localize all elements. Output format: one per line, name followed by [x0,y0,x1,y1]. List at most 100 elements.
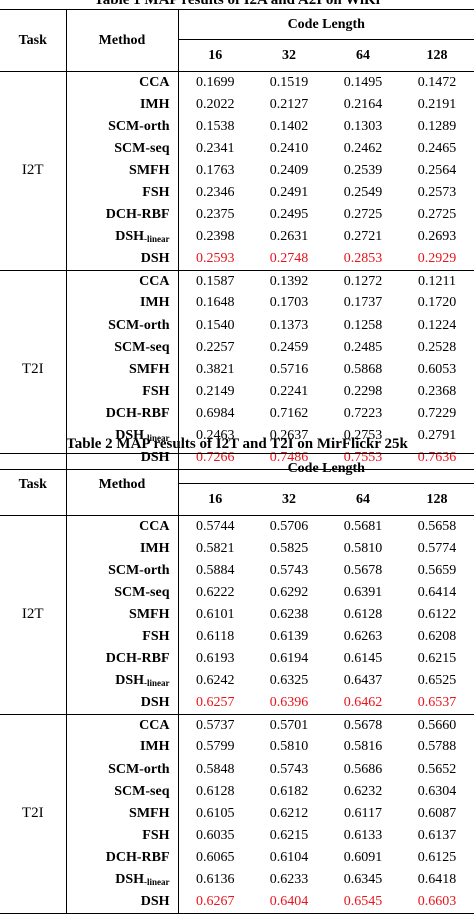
table-row: SMFH 0.1763 0.2409 0.2539 0.2564 [0,159,474,182]
value-cell: 0.6984 [177,402,252,425]
value-cell: 0.6193 [177,648,252,671]
table-row: SMFH 0.6101 0.6238 0.6128 0.6122 [0,603,474,626]
value-cell: 0.2637 [269,428,309,444]
value-cell: 0.1519 [269,74,309,90]
results-table: Task Method Code Length 16 32 64 128 I2T CCA 0.57… [0,453,474,914]
method-name: CCA [139,717,170,733]
value-cell: 0.2368 [417,383,457,399]
value-cell: 0.6035 [177,824,252,847]
value-cell: 0.6145 [343,651,383,667]
value-cell: 0.2191 [417,96,457,112]
table-row: DSH 0.6257 0.6396 0.6462 0.6537 [0,692,474,715]
method-name: SCM-seq [114,140,170,156]
value-cell: 0.5821 [177,537,252,560]
value-cell: 0.6418 [417,872,457,888]
value-cell: 0.6462 [326,692,400,715]
table-row: SCM-orth 0.1538 0.1402 0.1303 0.1289 [0,115,474,138]
method-cell: SMFH [66,604,178,626]
value-cell: 0.5744 [177,515,252,538]
header-row: Task Method Code Length [0,9,474,72]
value-cell: 0.5701 [269,717,309,733]
header-row: Task Method Code Length [0,453,474,516]
method-name: SCM-orth [108,317,170,333]
value-cell: 0.6133 [343,827,383,843]
code-length-32: 32 [252,39,326,72]
method-cell: IMH [66,292,178,314]
method-name: SCM-orth [108,562,170,578]
value-cell: 0.2528 [417,339,457,355]
table-row: SCM-seq 0.2341 0.2410 0.2462 0.2465 [0,137,474,160]
method-name: DCH-RBF [105,207,170,223]
method-name: IMH [139,295,170,311]
value-cell: 0.1472 [417,74,457,90]
method-cell: DCH-RBF [66,204,178,226]
value-cell: 0.2491 [269,185,309,201]
method-cell: DCH-RBF [66,403,178,425]
method-name: DCH-RBF [105,405,170,421]
value-cell: 0.1224 [417,317,457,333]
task-cell: T2I [0,714,67,914]
value-cell: 0.2409 [269,162,309,178]
value-cell: 0.6525 [417,673,457,689]
value-cell: 0.6117 [344,805,382,821]
value-cell: 0.6125 [417,849,457,865]
method-name: IMH [139,739,170,755]
table-row: SCM-orth 0.1540 0.1373 0.1258 0.1224 [0,314,474,337]
method-name: FSH [142,629,170,645]
value-cell: 0.5658 [417,518,457,534]
method-name: DSH [115,872,144,888]
method-cell: CCA [66,714,178,736]
task-cell: I2T [0,71,67,271]
value-cell: 0.1720 [417,295,457,311]
value-cell: 0.2149 [177,380,252,403]
method-name: SMFH [129,162,170,178]
value-cell: 0.2298 [343,383,383,399]
method-cell: SMFH [66,359,178,381]
value-cell: 0.6091 [343,849,383,865]
value-cell: 0.5799 [177,736,252,759]
value-cell: 0.5743 [269,761,309,777]
value-cell: 0.1211 [418,273,456,289]
method-name: FSH [142,185,170,201]
table-row: DSH 0.2593 0.2748 0.2853 0.2929 [0,248,474,271]
table-row: DSH-linear 0.6136 0.6233 0.6345 0.6418 [0,869,474,892]
value-cell: 0.5716 [269,361,309,377]
value-cell: 0.6053 [417,361,457,377]
value-cell: 0.5678 [343,562,383,578]
value-cell: 0.1699 [177,71,252,94]
value-cell: 0.5825 [269,540,309,556]
value-cell: 0.5884 [177,559,252,582]
value-cell: 0.2564 [417,162,457,178]
method-name: FSH [142,383,170,399]
method-cell: DSH-linear [66,226,178,248]
value-cell: 0.2593 [177,248,252,271]
table-caption: Table 1 MAP results of I2A and A2I on Wi… [94,0,380,8]
table-row: DSH-linear 0.6242 0.6325 0.6437 0.6525 [0,670,474,693]
code-length-header: Code Length [177,9,474,40]
table-row: T2I CCA 0.1587 0.1392 0.1272 0.1211 [0,270,474,470]
method-cell: IMH [66,538,178,560]
method-header: Method [66,9,178,72]
value-cell: 0.1289 [417,118,457,134]
value-cell: 0.6222 [177,581,252,604]
value-cell: 0.2853 [326,248,400,271]
table-row: FSH 0.6118 0.6139 0.6263 0.6208 [0,625,474,649]
method-name: SCM-seq [114,783,170,799]
method-cell: SCM-orth [66,560,178,582]
code-length-64: 64 [326,483,400,516]
method-cell: SCM-seq [66,337,178,359]
value-cell: 0.6292 [269,584,309,600]
value-cell: 0.6139 [269,629,309,645]
value-cell: 0.6101 [177,603,252,626]
method-cell: SCM-seq [66,582,178,604]
value-cell: 0.2573 [417,185,457,201]
value-cell: 0.7229 [417,405,457,421]
table-row: SCM-seq 0.2257 0.2459 0.2485 0.2528 [0,336,474,359]
table-2: Table 2 MAP results of I2T and T2I on Mi… [0,436,474,914]
value-cell: 0.2485 [343,339,383,355]
method-cell: CCA [66,72,178,94]
value-cell: 0.7162 [269,405,309,421]
method-name: DSH [115,428,144,444]
value-cell: 0.6238 [269,606,309,622]
results-table: Task Method Code Length 16 32 64 128 I2T CCA 0.16… [0,9,474,470]
